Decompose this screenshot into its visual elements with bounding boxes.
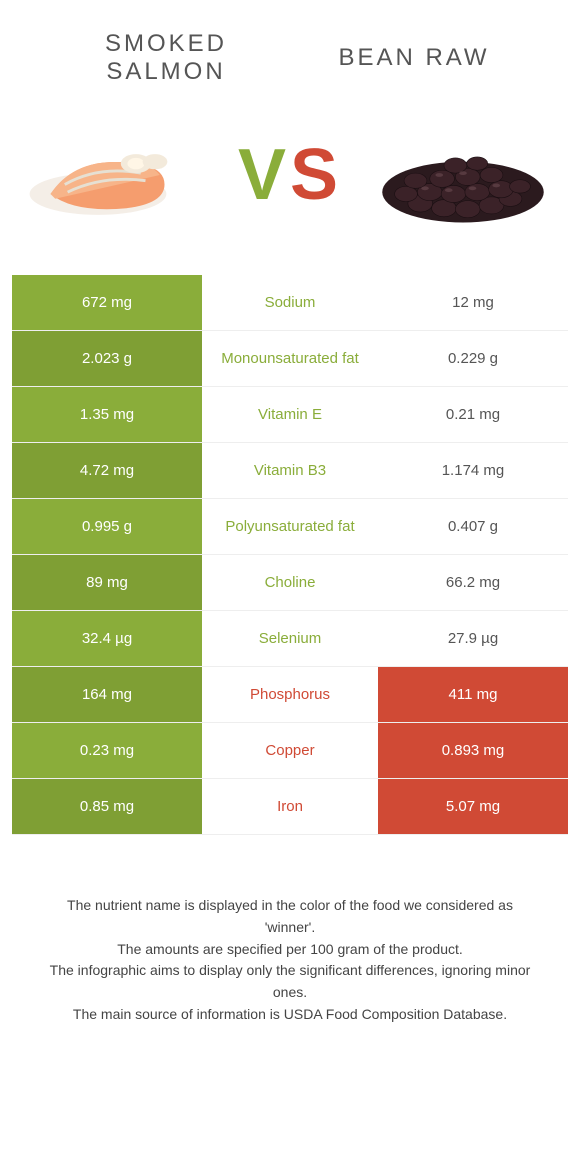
value-food2: 0.893 mg (378, 723, 568, 779)
food1-title-line2: SALMON (106, 58, 225, 85)
table-row: 0.995 gPolyunsaturated fat0.407 g (12, 499, 568, 555)
value-food2: 5.07 mg (378, 779, 568, 835)
nutrient-name: Polyunsaturated fat (202, 499, 378, 555)
table-row: 4.72 mgVitamin B31.174 mg (12, 443, 568, 499)
value-food1: 672 mg (12, 275, 202, 331)
nutrient-name: Sodium (202, 275, 378, 331)
value-food1: 1.35 mg (12, 387, 202, 443)
value-food2: 27.9 µg (378, 611, 568, 667)
value-food1: 32.4 µg (12, 611, 202, 667)
nutrient-name: Choline (202, 555, 378, 611)
value-food2: 0.229 g (378, 331, 568, 387)
value-food2: 0.21 mg (378, 387, 568, 443)
footnote-4: The main source of information is USDA F… (42, 1004, 538, 1026)
table-row: 0.85 mgIron5.07 mg (12, 779, 568, 835)
table-row: 672 mgSodium12 mg (12, 275, 568, 331)
table-row: 2.023 gMonounsaturated fat0.229 g (12, 331, 568, 387)
table-row: 164 mgPhosphorus411 mg (12, 667, 568, 723)
food1-title-line1: SMOKED (105, 30, 227, 57)
value-food1: 4.72 mg (12, 443, 202, 499)
value-food1: 164 mg (12, 667, 202, 723)
value-food2: 66.2 mg (378, 555, 568, 611)
value-food1: 89 mg (12, 555, 202, 611)
nutrient-name: Phosphorus (202, 667, 378, 723)
nutrient-name: Monounsaturated fat (202, 331, 378, 387)
hero-row: VS (12, 85, 568, 275)
value-food1: 0.23 mg (12, 723, 202, 779)
value-food2: 1.174 mg (378, 443, 568, 499)
comparison-header: SMOKED SALMON BEAN RAW (12, 20, 568, 85)
beans-icon (368, 115, 558, 235)
table-row: 32.4 µgSelenium27.9 µg (12, 611, 568, 667)
value-food1: 0.995 g (12, 499, 202, 555)
table-row: 1.35 mgVitamin E0.21 mg (12, 387, 568, 443)
nutrient-name: Copper (202, 723, 378, 779)
food2-title: BEAN RAW (290, 44, 538, 72)
nutrient-table: 672 mgSodium12 mg2.023 gMonounsaturated … (12, 275, 568, 835)
vs-label: VS (238, 139, 342, 211)
value-food2: 12 mg (378, 275, 568, 331)
food1-title: SMOKED SALMON (42, 30, 290, 85)
vs-v: V (238, 135, 290, 215)
nutrient-name: Selenium (202, 611, 378, 667)
footnotes: The nutrient name is displayed in the co… (12, 835, 568, 1025)
value-food2: 411 mg (378, 667, 568, 723)
value-food2: 0.407 g (378, 499, 568, 555)
footnote-3: The infographic aims to display only the… (42, 960, 538, 1003)
footnote-2: The amounts are specified per 100 gram o… (42, 939, 538, 961)
nutrient-name: Iron (202, 779, 378, 835)
nutrient-name: Vitamin B3 (202, 443, 378, 499)
salmon-icon (22, 115, 212, 235)
value-food1: 2.023 g (12, 331, 202, 387)
table-row: 89 mgCholine66.2 mg (12, 555, 568, 611)
value-food1: 0.85 mg (12, 779, 202, 835)
nutrient-name: Vitamin E (202, 387, 378, 443)
vs-s: S (290, 135, 342, 215)
table-row: 0.23 mgCopper0.893 mg (12, 723, 568, 779)
footnote-1: The nutrient name is displayed in the co… (42, 895, 538, 938)
